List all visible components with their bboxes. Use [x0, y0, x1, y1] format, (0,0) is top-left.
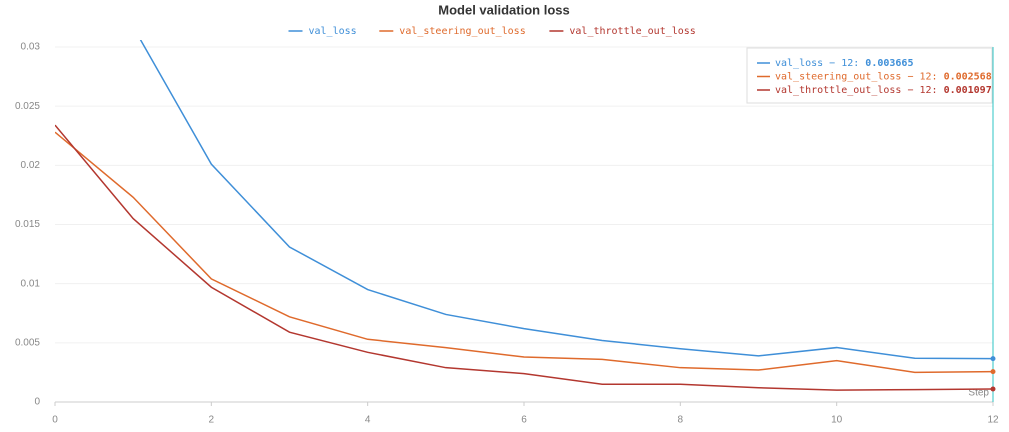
- y-tick-label: 0.015: [15, 219, 40, 230]
- series-line: [55, 124, 994, 391]
- plot-area: [55, 40, 994, 391]
- y-tick-label: 0: [34, 397, 40, 408]
- x-tick-label: 8: [678, 415, 684, 426]
- tooltip-value: 0.002568: [944, 72, 992, 83]
- tooltip-label: val_throttle_out_loss − 12: 0.001097: [775, 85, 992, 96]
- tooltip-label: val_steering_out_loss − 12: 0.002568: [775, 72, 992, 83]
- tooltip-box: [746, 47, 993, 104]
- x-tick-label: 4: [365, 415, 371, 426]
- tooltip-series: val_loss − 12:: [775, 58, 859, 69]
- x-tick-label: 12: [987, 415, 999, 426]
- y-tick-label: 0.02: [21, 160, 41, 171]
- x-tick-label: 6: [521, 415, 527, 426]
- x-axis-label: Step: [968, 388, 989, 399]
- tooltip-series: val_steering_out_loss − 12:: [775, 72, 938, 83]
- y-tick-label: 0.01: [21, 278, 41, 289]
- x-tick-label: 2: [209, 415, 215, 426]
- tooltip-value: 0.003665: [865, 58, 913, 69]
- legend-label: val_throttle_out_loss: [569, 26, 695, 37]
- series-line: [55, 131, 994, 374]
- chart-title: Model validation loss: [438, 2, 569, 17]
- legend-label: val_steering_out_loss: [399, 26, 525, 37]
- x-tick-label: 10: [831, 415, 843, 426]
- y-tick-label: 0.03: [21, 42, 41, 53]
- tooltip-series: val_throttle_out_loss − 12:: [775, 85, 938, 96]
- y-tick-label: 0.005: [15, 337, 40, 348]
- hover-point: [990, 356, 996, 362]
- hover-point: [990, 386, 996, 392]
- series-line: [139, 40, 994, 360]
- x-tick-label: 0: [52, 415, 58, 426]
- hover-point: [990, 369, 996, 375]
- y-tick-label: 0.025: [15, 101, 40, 112]
- legend-label: val_loss: [309, 26, 357, 37]
- tooltip-value: 0.001097: [944, 85, 992, 96]
- tooltip-label: val_loss − 12: 0.003665: [775, 58, 913, 69]
